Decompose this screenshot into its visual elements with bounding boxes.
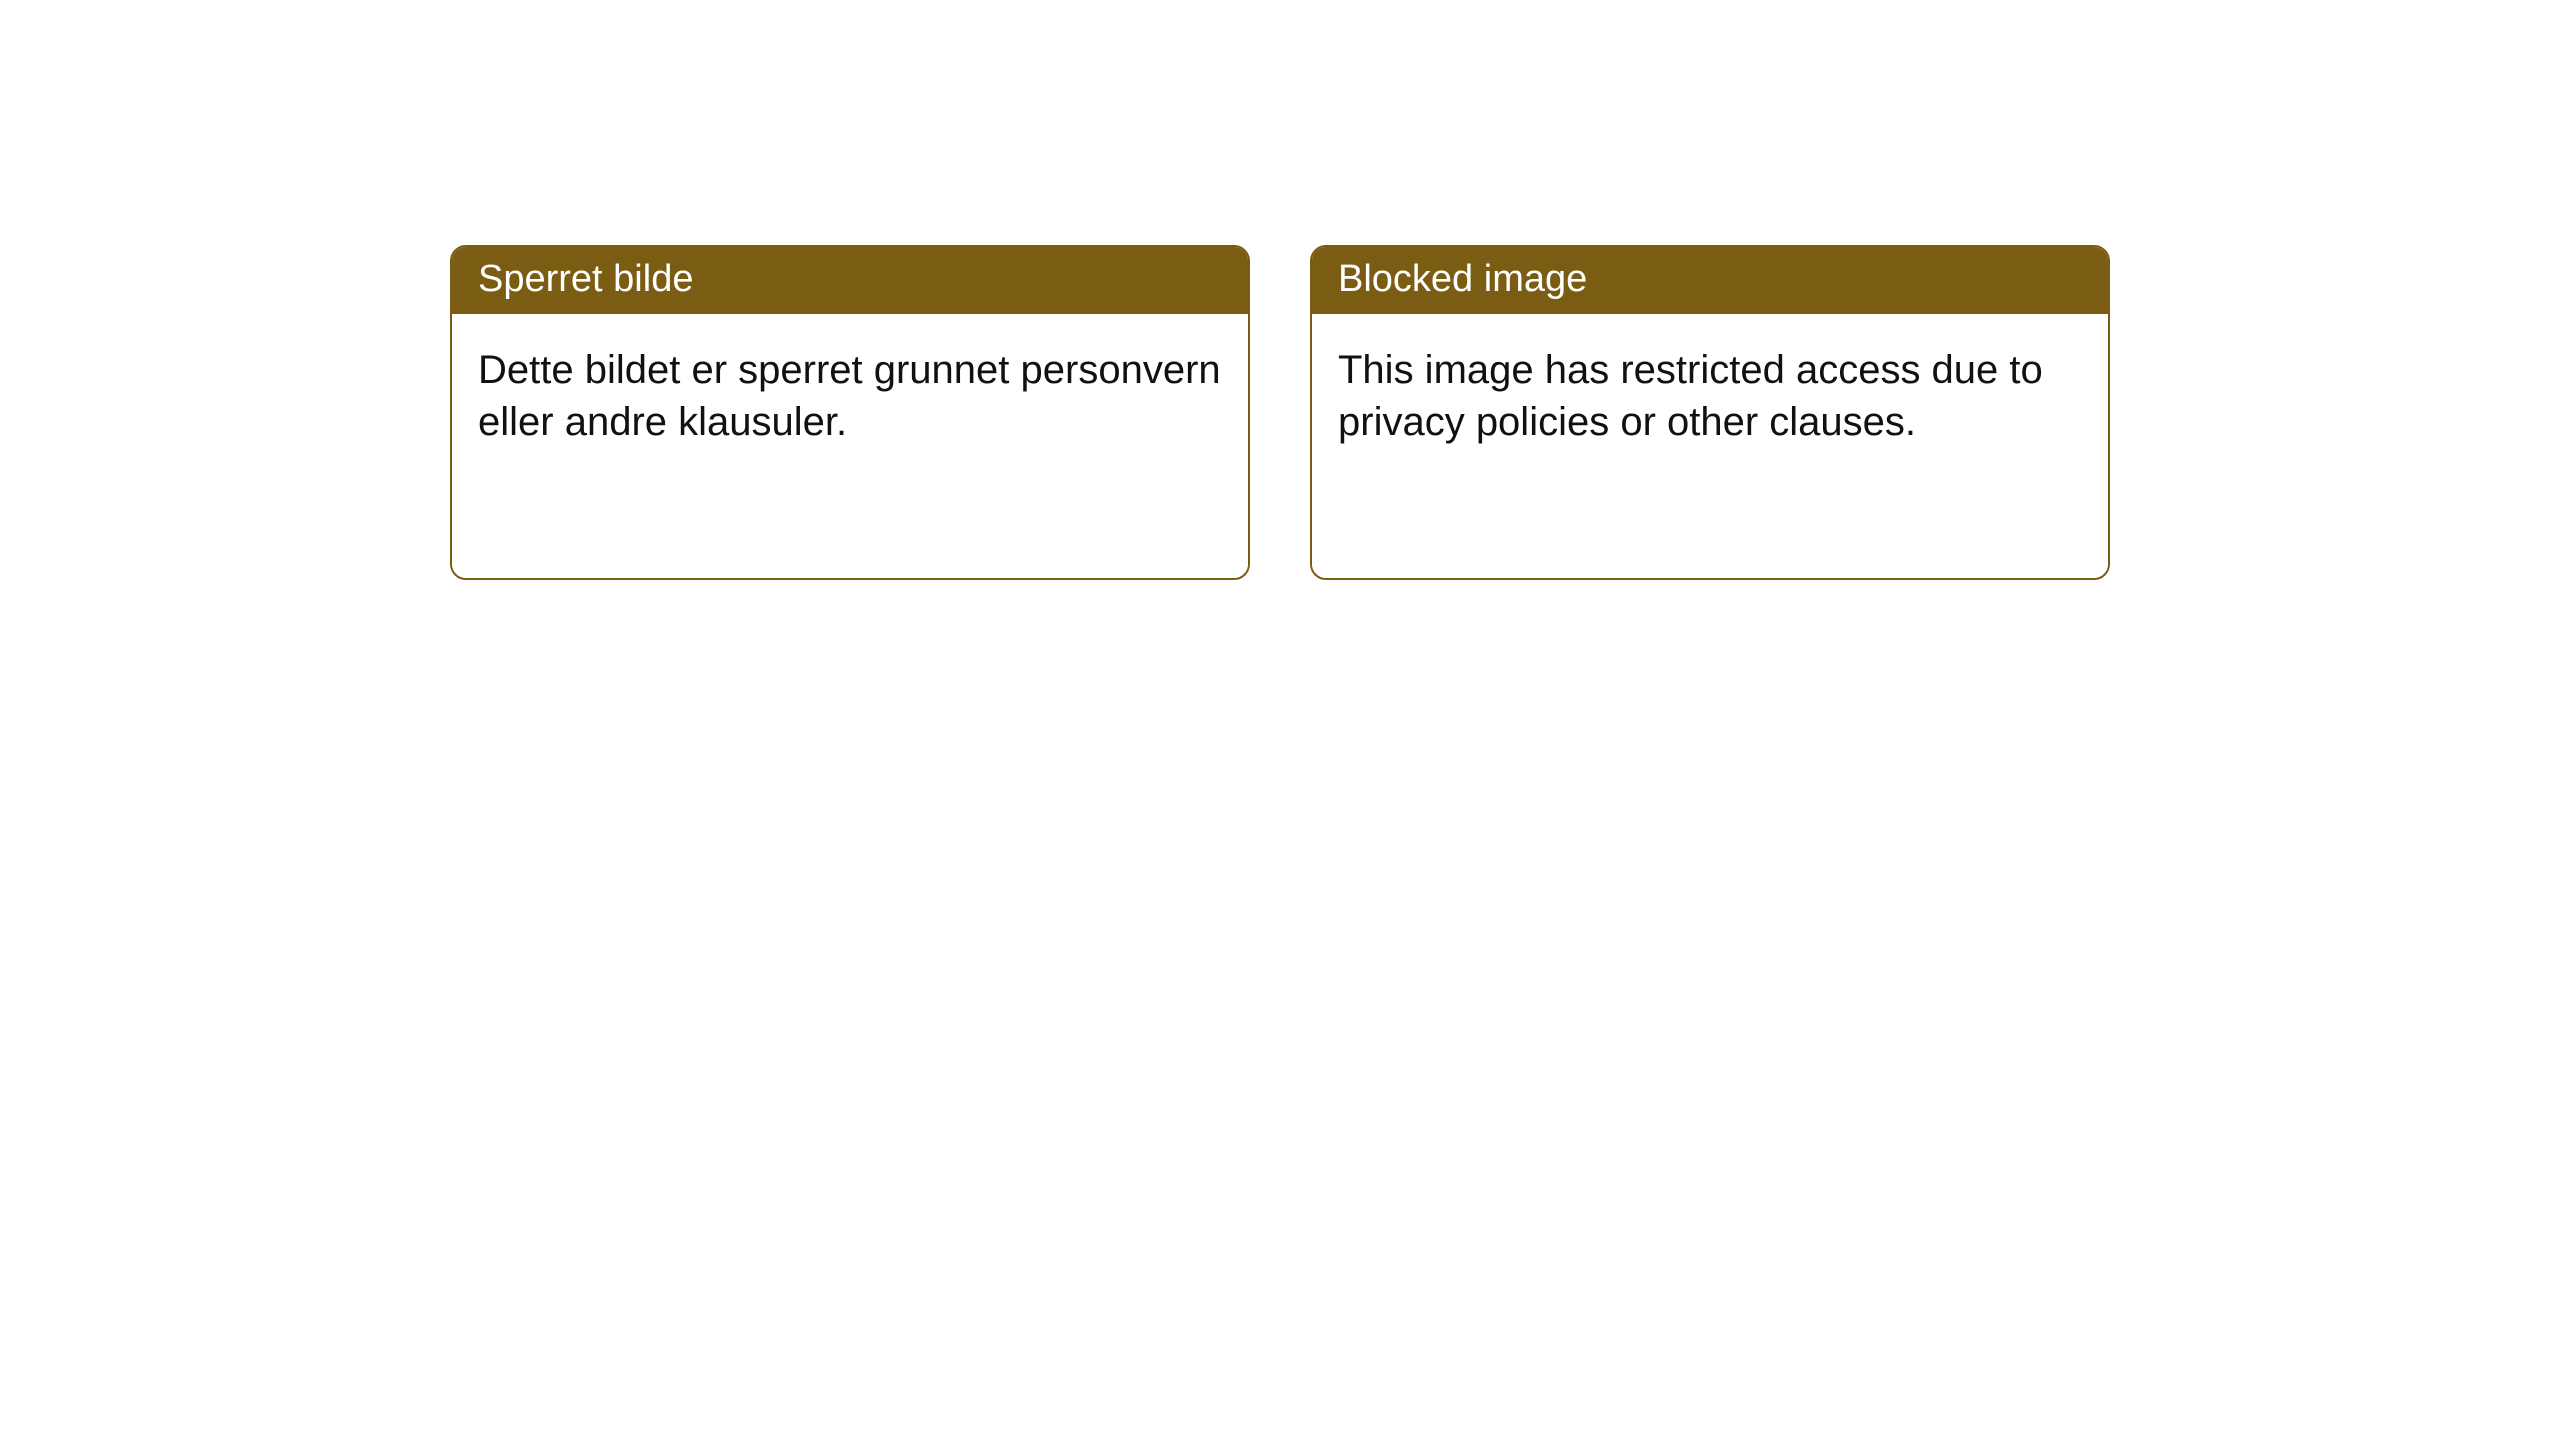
card-body-en: This image has restricted access due to … bbox=[1312, 314, 2108, 578]
blocked-image-card-en: Blocked image This image has restricted … bbox=[1310, 245, 2110, 580]
card-body-no: Dette bildet er sperret grunnet personve… bbox=[452, 314, 1248, 578]
card-header-no: Sperret bilde bbox=[452, 247, 1248, 314]
blocked-image-card-no: Sperret bilde Dette bildet er sperret gr… bbox=[450, 245, 1250, 580]
notice-container: Sperret bilde Dette bildet er sperret gr… bbox=[0, 0, 2560, 580]
card-header-en: Blocked image bbox=[1312, 247, 2108, 314]
